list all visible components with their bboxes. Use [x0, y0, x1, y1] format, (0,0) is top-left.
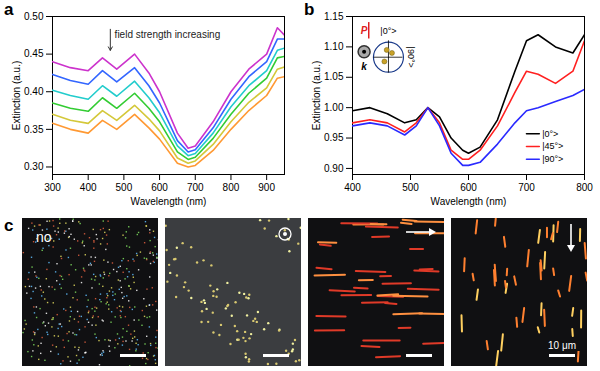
svg-text:P: P	[361, 25, 368, 36]
svg-text:field strength increasing: field strength increasing	[115, 29, 221, 40]
svg-text:600: 600	[460, 182, 477, 193]
svg-text:Wavelength (nm): Wavelength (nm)	[431, 196, 507, 207]
svg-text:0.50: 0.50	[24, 11, 44, 22]
svg-text:k: k	[361, 61, 367, 72]
svg-text:0.45: 0.45	[24, 48, 44, 59]
html-text:a: a	[4, 0, 14, 19]
svg-text:500: 500	[402, 182, 419, 193]
svg-text:0.30: 0.30	[24, 161, 44, 172]
svg-text:|0°>: |0°>	[380, 26, 396, 36]
svg-text:800: 800	[576, 182, 593, 193]
svg-text:1.15: 1.15	[324, 11, 344, 22]
html-text:c: c	[4, 216, 14, 235]
svg-text:|90°>: |90°>	[542, 154, 563, 164]
svg-text:10 μm: 10 μm	[548, 340, 576, 351]
svg-text:|45°>: |45°>	[542, 141, 563, 151]
svg-text:Wavelength (nm): Wavelength (nm)	[131, 196, 207, 207]
svg-text:0.90: 0.90	[324, 163, 344, 174]
svg-text:1.10: 1.10	[324, 41, 344, 52]
svg-text:900: 900	[258, 182, 275, 193]
svg-text:300: 300	[44, 182, 61, 193]
svg-text:no: no	[36, 229, 52, 245]
svg-text:Extinction (a.u.): Extinction (a.u.)	[11, 61, 22, 130]
svg-text:0.35: 0.35	[24, 124, 44, 135]
svg-text:600: 600	[151, 182, 168, 193]
svg-text:|0°>: |0°>	[542, 129, 558, 139]
svg-text:Extinction (a.u.): Extinction (a.u.)	[311, 61, 322, 130]
svg-text:700: 700	[187, 182, 204, 193]
svg-text:800: 800	[223, 182, 240, 193]
svg-text:0.40: 0.40	[24, 86, 44, 97]
html-text:b: b	[304, 0, 315, 19]
svg-text:500: 500	[116, 182, 133, 193]
svg-text:|90°>: |90°>	[406, 47, 416, 68]
svg-text:1.00: 1.00	[324, 102, 344, 113]
svg-text:1.05: 1.05	[324, 71, 344, 82]
svg-text:400: 400	[80, 182, 97, 193]
svg-text:700: 700	[518, 182, 535, 193]
svg-text:0.95: 0.95	[324, 132, 344, 143]
svg-text:400: 400	[344, 182, 361, 193]
